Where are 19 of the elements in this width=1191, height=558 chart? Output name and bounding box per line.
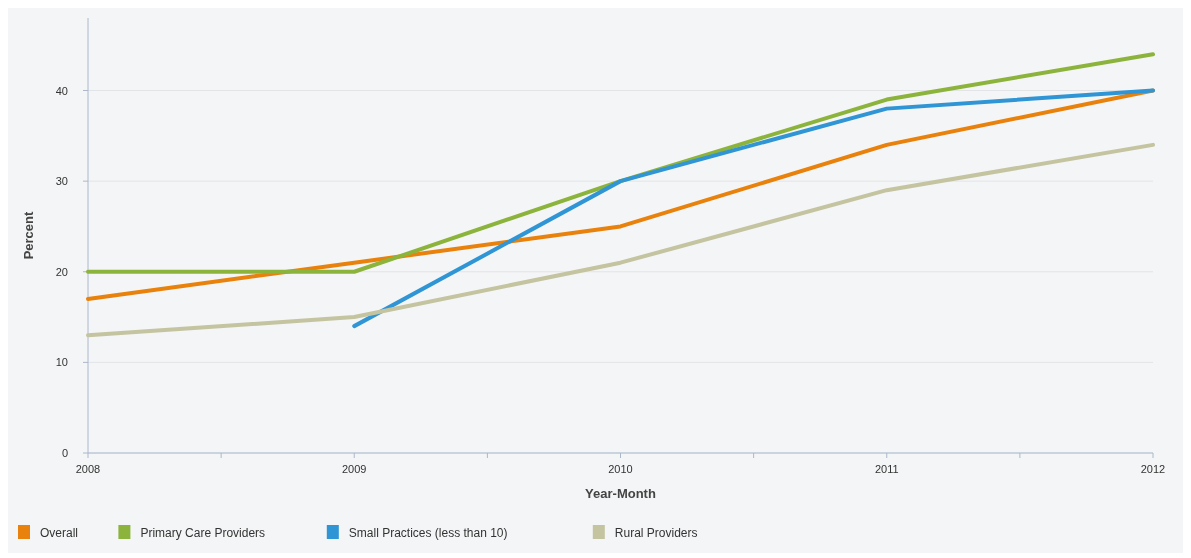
y-tick-label: 10	[55, 356, 68, 369]
x-tick-label: 2008	[75, 463, 101, 475]
y-tick-label: 30	[55, 175, 68, 188]
legend-label: Overall	[40, 526, 79, 540]
line-series	[352, 88, 1155, 329]
legend-label: Rural Providers	[614, 526, 698, 540]
y-tick-label: 40	[55, 84, 68, 97]
x-tick-label: 2009	[342, 463, 367, 475]
x-tick-label: 2011	[874, 463, 899, 475]
line-series	[86, 52, 1155, 274]
legend-label: Primary Care Providers	[140, 526, 266, 540]
x-tick-label: 2012	[1140, 463, 1166, 475]
y-tick-label: 20	[55, 265, 68, 278]
legend-label: Small Practices (less than 10)	[348, 526, 508, 540]
y-tick-label: 0	[61, 447, 68, 459]
x-tick-label: 2010	[608, 463, 633, 475]
line-series	[86, 142, 1155, 338]
x-axis-title: Year-Month	[585, 486, 656, 501]
y-axis-title: Percent	[21, 210, 36, 260]
